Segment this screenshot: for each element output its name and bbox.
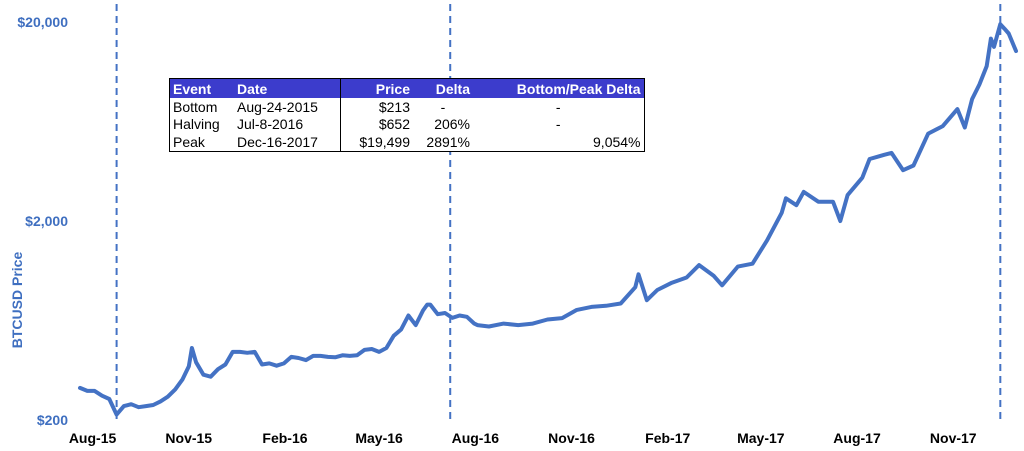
header-bottom-peak-delta: Bottom/Peak Delta [473, 79, 644, 98]
event-table: Event Date Price Delta Bottom/Peak Delta… [169, 78, 645, 152]
cell-price: $213 [378, 98, 410, 115]
header-delta: Delta [413, 79, 473, 98]
cell-bottom-peak-delta: - [555, 116, 561, 133]
x-tick-label: Aug-17 [833, 430, 881, 446]
x-tick-label: Aug-16 [452, 430, 500, 446]
x-tick-label: Feb-17 [645, 430, 690, 446]
cell-bottom-peak-delta: 9,054% [593, 133, 641, 150]
cell-delta: - [440, 98, 446, 115]
header-event: Event [170, 79, 234, 98]
y-axis-label: BTCUSD Price [9, 252, 25, 349]
cell-delta: 206% [434, 116, 470, 133]
cell-delta: 2891% [426, 133, 470, 150]
x-tick-label: Feb-16 [262, 430, 307, 446]
x-tick-label: May-17 [737, 430, 785, 446]
cell-event: Bottom [173, 98, 218, 115]
table-row: Halving Jul-8-2016 $652 206% - [170, 115, 644, 133]
y-tick-label: $2,000 [25, 213, 68, 229]
y-tick-label: $20,000 [17, 14, 68, 30]
cell-date: Aug-24-2015 [234, 98, 341, 116]
cell-event: Halving [173, 116, 220, 133]
x-tick-label: Aug-15 [69, 430, 117, 446]
price-series-line [78, 22, 1018, 417]
y-tick-label: $200 [37, 412, 68, 428]
table-row: Bottom Aug-24-2015 $213 - - [170, 98, 644, 116]
cell-price: $652 [378, 116, 410, 133]
x-tick-label: Nov-15 [165, 430, 212, 446]
cell-bottom-peak-delta: - [555, 98, 561, 115]
cell-date: Jul-8-2016 [234, 115, 341, 133]
header-price: Price [340, 79, 413, 98]
cell-price: $19,499 [359, 133, 410, 150]
x-tick-label: Nov-17 [930, 430, 977, 446]
table-row: Peak Dec-16-2017 $19,499 2891% 9,054% [170, 133, 644, 151]
header-date: Date [234, 79, 341, 98]
cell-date: Dec-16-2017 [234, 133, 341, 151]
cell-event: Peak [173, 133, 205, 150]
table-header-row: Event Date Price Delta Bottom/Peak Delta [170, 79, 644, 98]
x-tick-label: May-16 [355, 430, 403, 446]
x-tick-label: Nov-16 [548, 430, 595, 446]
